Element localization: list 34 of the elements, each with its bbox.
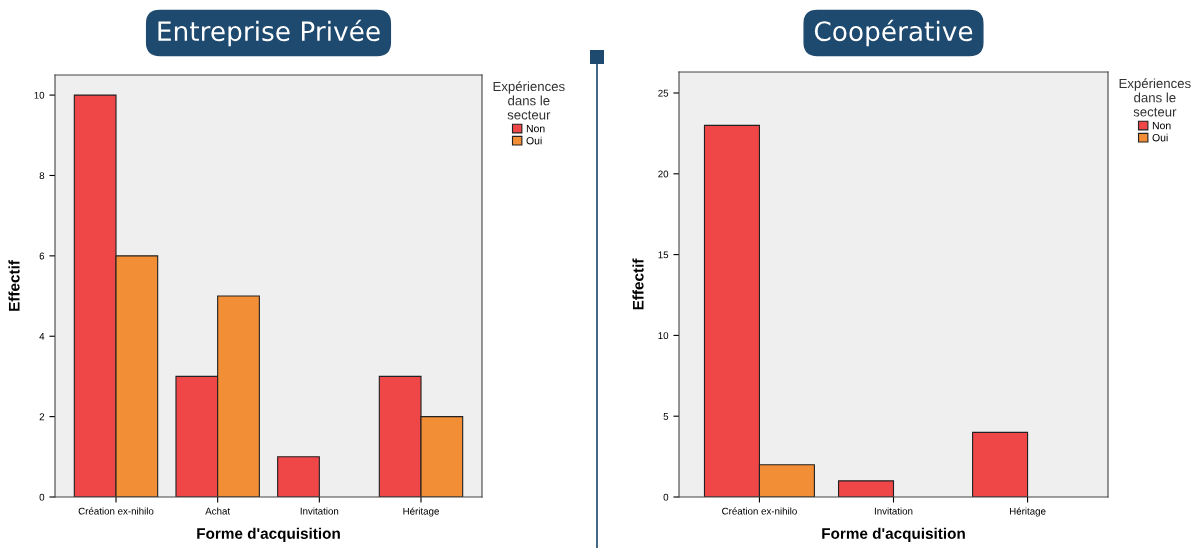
x-axis-title: Forme d'acquisition [197, 527, 340, 542]
x-tick-label: Création ex-nihilo [78, 507, 154, 515]
y-tick-label: 10 [34, 91, 45, 99]
legend-title: Expériences dans le secteur [493, 81, 565, 120]
y-tick-label: 5 [663, 413, 669, 420]
y-tick-label: 0 [663, 493, 669, 501]
y-tick-label: 6 [39, 252, 45, 260]
y-axis-title: Effectif [8, 260, 20, 311]
y-tick-label: 2 [39, 413, 45, 421]
legend-label: Oui [526, 136, 542, 145]
y-tick-label: 4 [39, 333, 45, 340]
legend-title: Expériences dans le secteur [1119, 78, 1191, 117]
chart-title: Entreprise Privée [158, 19, 380, 47]
y-tick-label: 8 [39, 172, 45, 180]
x-tick-label: Héritage [403, 507, 439, 517]
y-tick-label: 15 [658, 251, 669, 259]
chart-title: Coopérative [814, 19, 973, 47]
legend-label: Non [1152, 121, 1171, 130]
y-axis-title: Effectif [632, 258, 644, 310]
bar [972, 431, 1029, 497]
x-tick-label: Achat [205, 507, 231, 515]
x-tick-label: Héritage [1009, 507, 1046, 517]
y-tick-label: 10 [658, 332, 669, 340]
legend-label: Non [526, 124, 545, 133]
y-tick-label: 0 [39, 493, 45, 501]
y-tick-label: 25 [658, 89, 669, 97]
x-axis-title: Forme d'acquisition [822, 527, 965, 542]
bar [837, 480, 895, 497]
x-tick-label: Invitation [874, 507, 913, 515]
bar [277, 456, 320, 497]
x-tick-label: Création ex-nihilo [722, 507, 797, 515]
legend-label: Oui [1152, 133, 1168, 142]
x-tick-label: Invitation [300, 507, 339, 515]
y-tick-label: 20 [658, 170, 669, 178]
